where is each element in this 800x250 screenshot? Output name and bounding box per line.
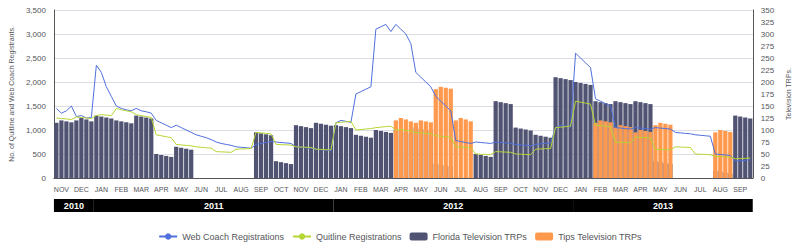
svg-text:APR: APR (394, 186, 408, 193)
svg-text:JUN: JUN (434, 186, 448, 193)
svg-text:2012: 2012 (443, 201, 463, 211)
svg-text:SEP: SEP (733, 186, 747, 193)
svg-text:Florida Television TRPs: Florida Television TRPs (433, 232, 528, 242)
svg-text:1,000: 1,000 (26, 126, 47, 135)
svg-text:175: 175 (761, 90, 775, 99)
svg-text:JAN: JAN (334, 186, 347, 193)
svg-text:225: 225 (761, 66, 775, 75)
svg-text:Web Coach Registrations: Web Coach Registrations (182, 232, 284, 242)
svg-text:75: 75 (761, 138, 770, 147)
svg-text:MAY: MAY (413, 186, 428, 193)
svg-text:25: 25 (761, 162, 770, 171)
svg-text:MAR: MAR (373, 186, 389, 193)
svg-text:NOV: NOV (293, 186, 309, 193)
svg-text:250: 250 (761, 54, 775, 63)
svg-text:NOV: NOV (54, 186, 69, 193)
svg-text:JUN: JUN (194, 186, 208, 193)
svg-text:JUL: JUL (455, 186, 468, 193)
svg-text:APR: APR (633, 186, 647, 193)
svg-text:FEB: FEB (114, 186, 128, 193)
svg-text:JAN: JAN (95, 186, 108, 193)
svg-text:JUL: JUL (215, 186, 228, 193)
svg-text:2011: 2011 (204, 201, 224, 211)
svg-text:AUG: AUG (473, 186, 488, 193)
svg-text:MAR: MAR (613, 186, 629, 193)
svg-text:DEC: DEC (74, 186, 89, 193)
svg-text:MAR: MAR (133, 186, 149, 193)
svg-text:Tips Television TRPs: Tips Television TRPs (558, 232, 642, 242)
svg-text:JUN: JUN (674, 186, 688, 193)
svg-text:2,000: 2,000 (26, 78, 47, 87)
svg-text:2010: 2010 (64, 201, 84, 211)
svg-text:JUL: JUL (694, 186, 707, 193)
svg-text:300: 300 (761, 30, 775, 39)
svg-text:3,000: 3,000 (26, 30, 47, 39)
svg-text:325: 325 (761, 18, 775, 27)
svg-text:FEB: FEB (594, 186, 608, 193)
svg-text:SEP: SEP (254, 186, 268, 193)
svg-text:DEC: DEC (553, 186, 568, 193)
svg-text:1,500: 1,500 (26, 102, 47, 111)
svg-text:No. of Quitline and Web Coach: No. of Quitline and Web Coach Registrant… (8, 26, 16, 162)
svg-text:2,500: 2,500 (26, 54, 47, 63)
svg-text:150: 150 (761, 102, 775, 111)
svg-text:100: 100 (761, 126, 775, 135)
svg-text:NOV: NOV (533, 186, 549, 193)
svg-text:2013: 2013 (653, 201, 673, 211)
svg-text:APR: APR (154, 186, 168, 193)
svg-text:275: 275 (761, 42, 775, 51)
svg-text:125: 125 (761, 114, 775, 123)
svg-text:0: 0 (41, 174, 46, 183)
svg-text:50: 50 (761, 150, 770, 159)
svg-text:0: 0 (761, 174, 766, 183)
svg-text:OCT: OCT (513, 186, 529, 193)
svg-text:AUG: AUG (234, 186, 249, 193)
svg-text:350: 350 (761, 6, 775, 15)
svg-text:MAY: MAY (653, 186, 668, 193)
svg-text:200: 200 (761, 78, 775, 87)
svg-text:JAN: JAN (574, 186, 587, 193)
svg-text:MAY: MAY (174, 186, 189, 193)
svg-text:AUG: AUG (713, 186, 728, 193)
svg-text:Quitline Registrations: Quitline Registrations (316, 232, 402, 242)
svg-text:OCT: OCT (274, 186, 290, 193)
svg-text:Television TRPs.: Television TRPs. (785, 68, 792, 120)
svg-text:3,500: 3,500 (26, 6, 47, 15)
svg-text:DEC: DEC (314, 186, 329, 193)
svg-text:500: 500 (33, 150, 47, 159)
svg-text:FEB: FEB (354, 186, 368, 193)
svg-text:SEP: SEP (494, 186, 508, 193)
